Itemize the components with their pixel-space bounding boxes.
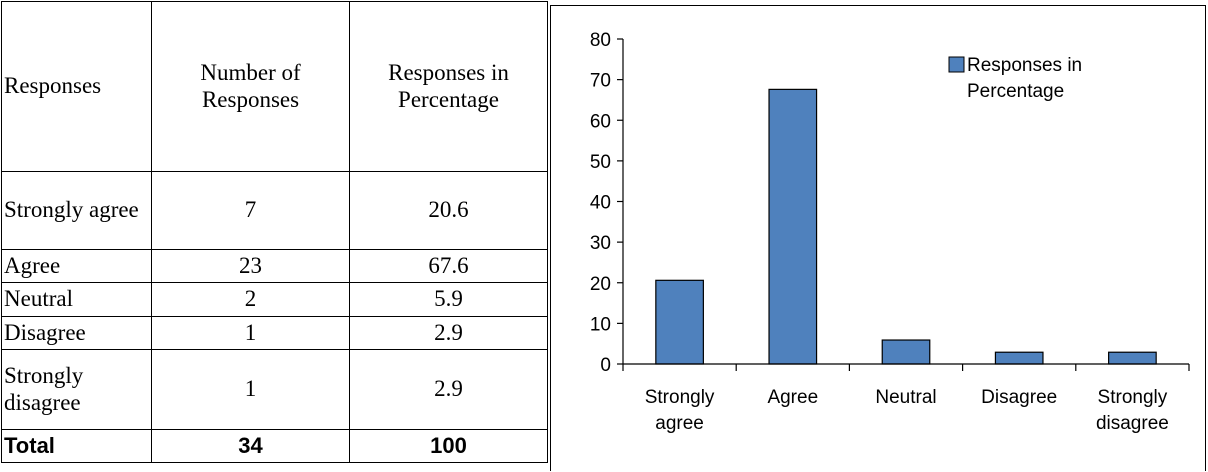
row-response-label: Agree [1, 249, 152, 283]
row-count: 23 [151, 249, 350, 283]
table-row: Neutral 2 5.9 [1, 282, 548, 317]
x-axis: Strongly agree Agree Neutral Disagree Strongl… [622, 363, 1190, 434]
y-tick-label: 10 [590, 314, 611, 335]
y-tick-label: 0 [600, 355, 611, 376]
bar [768, 88, 818, 365]
table-row: Strongly agree 7 20.6 [1, 171, 548, 250]
row-count: 7 [151, 171, 350, 250]
responses-table-panel: Responses Number of Responses Responses … [0, 0, 548, 472]
responses-table: Responses Number of Responses Responses … [1, 1, 548, 463]
row-count: 1 [151, 349, 350, 430]
bars [655, 88, 1157, 365]
bar [1108, 351, 1157, 365]
legend-label: Responses in Percentage [967, 55, 1082, 102]
y-tick-label: 50 [590, 152, 611, 173]
row-percent: 20.6 [349, 171, 548, 250]
row-response-label: Strongly agree [1, 171, 152, 250]
x-tick-label: Strongly [1098, 387, 1168, 408]
y-axis: 0 10 20 30 40 50 60 70 80 [590, 30, 624, 376]
x-tick-label: Strongly [645, 387, 715, 408]
legend: Responses in Percentage [948, 55, 1082, 102]
y-tick-label: 20 [590, 274, 611, 295]
row-response-label: Neutral [1, 282, 152, 317]
header-responses: Responses [1, 1, 152, 172]
x-tick-label: Disagree [981, 387, 1057, 408]
total-count: 34 [151, 429, 350, 463]
bar [881, 339, 931, 365]
row-response-label: Disagree [1, 316, 152, 350]
y-tick-label: 70 [590, 71, 611, 92]
table-total-row: Total 34 100 [1, 429, 548, 463]
row-percent: 67.6 [349, 249, 548, 283]
row-percent: 2.9 [349, 316, 548, 350]
table-header-row: Responses Number of Responses Responses … [1, 1, 548, 172]
header-number-of-responses: Number of Responses [151, 1, 350, 172]
x-tick-label: agree [655, 413, 704, 434]
header-responses-in-percentage: Responses in Percentage [349, 1, 548, 172]
row-percent: 2.9 [349, 349, 548, 430]
bar-chart-panel: 0 10 20 30 40 50 60 70 80 Strongly agree Agree Neut… [550, 5, 1206, 471]
bar [655, 279, 704, 365]
row-count: 2 [151, 282, 350, 317]
x-tick-label: Agree [767, 387, 818, 408]
row-count: 1 [151, 316, 350, 350]
table-row: Disagree 1 2.9 [1, 316, 548, 350]
y-tick-label: 80 [590, 30, 611, 51]
bar [994, 351, 1044, 365]
y-tick-label: 60 [590, 111, 611, 132]
bar-chart: 0 10 20 30 40 50 60 70 80 Strongly agree Agree Neut… [590, 30, 1190, 434]
row-response-label: Strongly disagree [1, 349, 152, 430]
x-tick-label: Neutral [875, 387, 936, 408]
y-tick-label: 40 [590, 193, 611, 214]
x-tick-label: disagree [1096, 413, 1169, 434]
table-row: Agree 23 67.6 [1, 249, 548, 283]
total-percent: 100 [349, 429, 548, 463]
total-label: Total [1, 429, 152, 463]
table-row: Strongly disagree 1 2.9 [1, 349, 548, 430]
y-tick-label: 30 [590, 233, 611, 254]
legend-swatch [948, 56, 965, 73]
row-percent: 5.9 [349, 282, 548, 317]
